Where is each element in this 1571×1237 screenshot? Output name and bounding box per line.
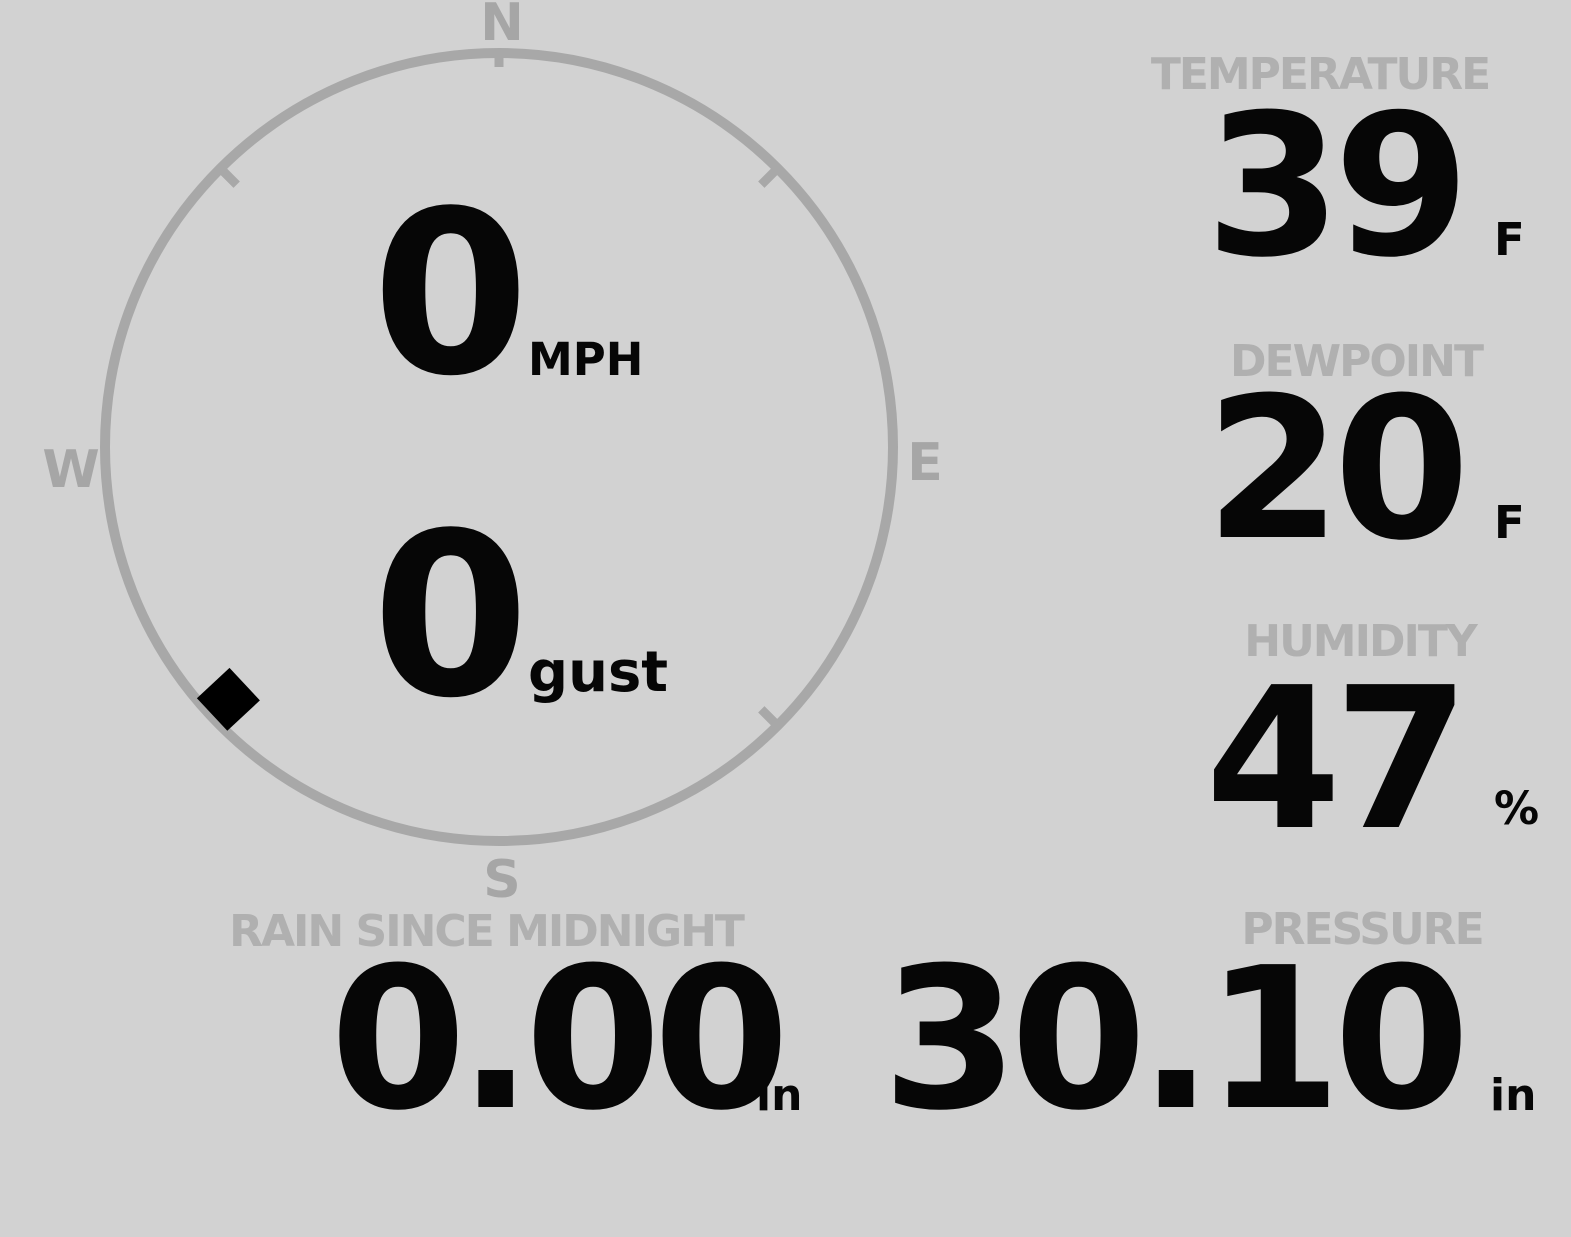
- rain-since-midnight-value: 0.00: [330, 926, 790, 1154]
- dewpoint-value: 20: [1205, 356, 1470, 584]
- wind-gust-value: 0: [372, 485, 530, 748]
- dewpoint-unit: F: [1494, 496, 1525, 549]
- temperature-unit: F: [1494, 213, 1525, 266]
- compass-label-south: S: [483, 850, 521, 910]
- wind-gust-label: gust: [528, 640, 669, 705]
- compass-label-north: N: [480, 0, 524, 53]
- dewpoint-label: DEWPOINT: [1230, 336, 1484, 387]
- wind-speed-value: 0: [372, 163, 530, 426]
- temperature-label: TEMPERATURE: [1150, 49, 1491, 100]
- compass-circle: [100, 48, 898, 846]
- wind-speed-unit: MPH: [528, 333, 644, 386]
- humidity-value: 47: [1205, 646, 1470, 874]
- temperature-value: 39: [1205, 73, 1470, 301]
- rain-since-midnight-label: RAIN SINCE MIDNIGHT: [229, 906, 745, 957]
- pressure-value: 30.10: [882, 926, 1470, 1154]
- humidity-label: HUMIDITY: [1244, 616, 1477, 667]
- humidity-unit: %: [1494, 782, 1540, 835]
- compass-label-west: W: [42, 440, 100, 500]
- compass-label-east: E: [907, 433, 943, 493]
- rain-since-midnight-unit: in: [756, 1070, 803, 1121]
- pressure-label: PRESSURE: [1241, 904, 1484, 955]
- pressure-unit: in: [1490, 1070, 1537, 1121]
- wind-direction-marker-icon: [196, 667, 260, 731]
